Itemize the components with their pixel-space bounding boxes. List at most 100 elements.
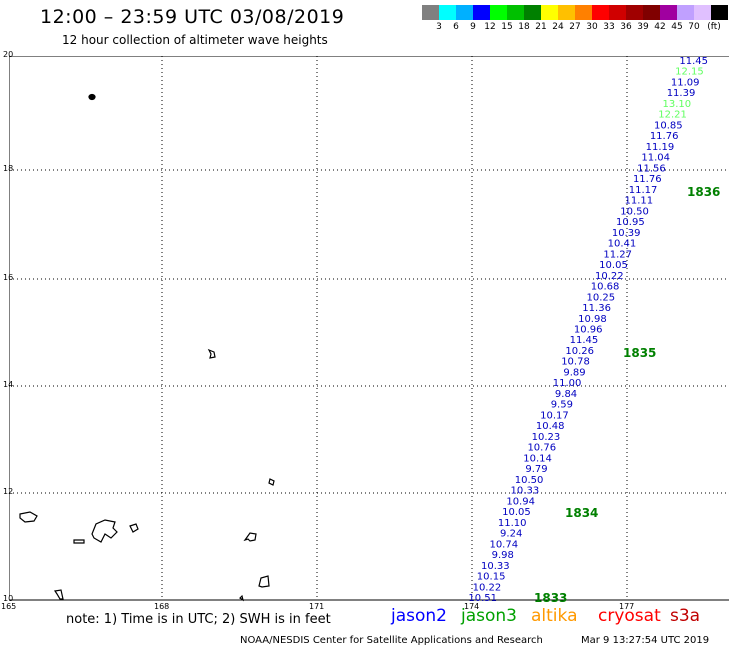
color-swatch bbox=[456, 5, 473, 20]
color-scale-label: 70 bbox=[688, 22, 700, 32]
wave-height-label: 10.22 bbox=[473, 582, 502, 593]
wave-height-label: 11.19 bbox=[646, 142, 675, 153]
wave-height-label: 10.68 bbox=[591, 282, 620, 293]
pass-time-label: 1836 bbox=[687, 185, 720, 199]
longitude-label: 168 bbox=[154, 602, 170, 611]
longitude-label: 174 bbox=[464, 602, 480, 611]
wave-height-label: 9.24 bbox=[500, 529, 522, 540]
latitude-label: 14 bbox=[3, 380, 14, 389]
wave-height-label: 10.95 bbox=[616, 217, 645, 228]
color-scale-label: 33 bbox=[603, 22, 615, 32]
island bbox=[91, 519, 118, 543]
wave-height-label: 10.33 bbox=[481, 561, 510, 572]
satellite-name: altika bbox=[531, 606, 578, 626]
wave-height-label: 11.76 bbox=[650, 131, 679, 142]
wave-height-label: 9.79 bbox=[525, 464, 547, 475]
island bbox=[53, 589, 64, 600]
color-scale-label: 36 bbox=[620, 22, 632, 32]
wave-height-label: 11.27 bbox=[603, 249, 632, 260]
island bbox=[129, 523, 139, 533]
wave-height-label: 10.15 bbox=[477, 572, 506, 583]
footer-credit: NOAA/NESDIS Center for Satellite Applica… bbox=[240, 635, 543, 646]
wave-height-label: 10.33 bbox=[511, 486, 540, 497]
wave-height-label: 10.94 bbox=[506, 496, 535, 507]
color-swatch bbox=[643, 5, 660, 20]
wave-height-label: 11.17 bbox=[629, 185, 658, 196]
wave-height-label: 11.09 bbox=[671, 77, 700, 88]
color-swatch bbox=[422, 5, 439, 20]
wave-height-label: 10.05 bbox=[599, 260, 628, 271]
wave-height-label: 10.50 bbox=[515, 475, 544, 486]
wave-height-label: 11.56 bbox=[637, 163, 666, 174]
wave-height-label: 10.76 bbox=[527, 443, 556, 454]
page-subtitle: 12 hour collection of altimeter wave hei… bbox=[62, 33, 328, 47]
island bbox=[239, 594, 244, 602]
island-outlines bbox=[19, 93, 275, 602]
color-scale-label: 42 bbox=[654, 22, 666, 32]
island bbox=[268, 478, 275, 486]
wave-height-label: 10.22 bbox=[595, 271, 624, 282]
wave-height-label: 10.25 bbox=[587, 292, 616, 303]
wave-height-label: 11.45 bbox=[679, 56, 708, 67]
island bbox=[19, 511, 38, 523]
color-swatch bbox=[473, 5, 490, 20]
color-scale-label: 30 bbox=[586, 22, 598, 32]
color-swatch bbox=[694, 5, 711, 20]
color-scale-label: 15 bbox=[501, 22, 513, 32]
footer-note: note: 1) Time is in UTC; 2) SWH is in fe… bbox=[66, 612, 331, 627]
color-swatch bbox=[558, 5, 575, 20]
wave-height-label: 9.84 bbox=[555, 389, 577, 400]
wave-height-label: 9.59 bbox=[551, 400, 573, 411]
wave-height-label: 10.51 bbox=[468, 593, 497, 602]
longitude-label: 165 bbox=[1, 602, 17, 611]
wave-height-label: 11.04 bbox=[641, 153, 670, 164]
latitude-label: 18 bbox=[3, 164, 14, 173]
color-scale-label: 18 bbox=[518, 22, 530, 32]
color-swatch bbox=[575, 5, 592, 20]
wave-height-label: 10.39 bbox=[612, 228, 641, 239]
wave-height-label: 9.89 bbox=[563, 367, 585, 378]
color-scale-label: 6 bbox=[453, 22, 459, 32]
satellite-name: cryosat bbox=[598, 606, 661, 626]
color-scale-label: 27 bbox=[569, 22, 581, 32]
color-swatch bbox=[541, 5, 558, 20]
color-swatch bbox=[609, 5, 626, 20]
color-swatch bbox=[439, 5, 456, 20]
latitude-label: 10 bbox=[3, 594, 14, 603]
wave-height-label: 11.45 bbox=[570, 335, 599, 346]
wave-height-label: 10.48 bbox=[536, 421, 565, 432]
satellite-name: jason3 bbox=[461, 606, 517, 626]
latitude-label: 12 bbox=[3, 487, 14, 496]
color-scale-label: 39 bbox=[637, 22, 649, 32]
color-scale-label: 45 bbox=[671, 22, 683, 32]
pass-time-label: 1835 bbox=[623, 346, 656, 360]
latitude-label: 20 bbox=[3, 50, 14, 59]
pass-time-labels: 1836 1835 1834 1833 bbox=[534, 185, 720, 602]
page-title: 12:00 – 23:59 UTC 03/08/2019 bbox=[40, 6, 345, 28]
wave-height-label: 10.78 bbox=[561, 357, 590, 368]
map-panel: 11.4512.1511.0911.3913.1012.2110.8511.76… bbox=[9, 56, 729, 602]
island bbox=[207, 348, 216, 359]
wave-height-label: 10.23 bbox=[532, 432, 561, 443]
island bbox=[73, 539, 85, 544]
longitude-label: 171 bbox=[309, 602, 325, 611]
color-swatch bbox=[711, 5, 728, 20]
color-swatch bbox=[524, 5, 541, 20]
wave-height-label: 10.98 bbox=[578, 314, 607, 325]
wave-height-label: 12.15 bbox=[675, 67, 704, 78]
pass-time-label: 1834 bbox=[565, 506, 598, 520]
color-swatch bbox=[660, 5, 677, 20]
color-scale-label: 9 bbox=[470, 22, 476, 32]
wave-height-label: 10.05 bbox=[502, 507, 531, 518]
longitude-label: 177 bbox=[619, 602, 635, 611]
wave-height-label: 10.26 bbox=[565, 346, 594, 357]
wave-height-label: 12.21 bbox=[658, 110, 687, 121]
satellite-name: s3a bbox=[670, 606, 701, 626]
color-scale-unit: (ft) bbox=[707, 22, 721, 32]
wave-height-label: 9.98 bbox=[492, 550, 514, 561]
graticule bbox=[9, 56, 729, 601]
satellite-name: jason2 bbox=[391, 606, 447, 626]
color-scale-label: 21 bbox=[535, 22, 547, 32]
island bbox=[243, 532, 257, 542]
wave-height-label: 10.74 bbox=[489, 539, 518, 550]
